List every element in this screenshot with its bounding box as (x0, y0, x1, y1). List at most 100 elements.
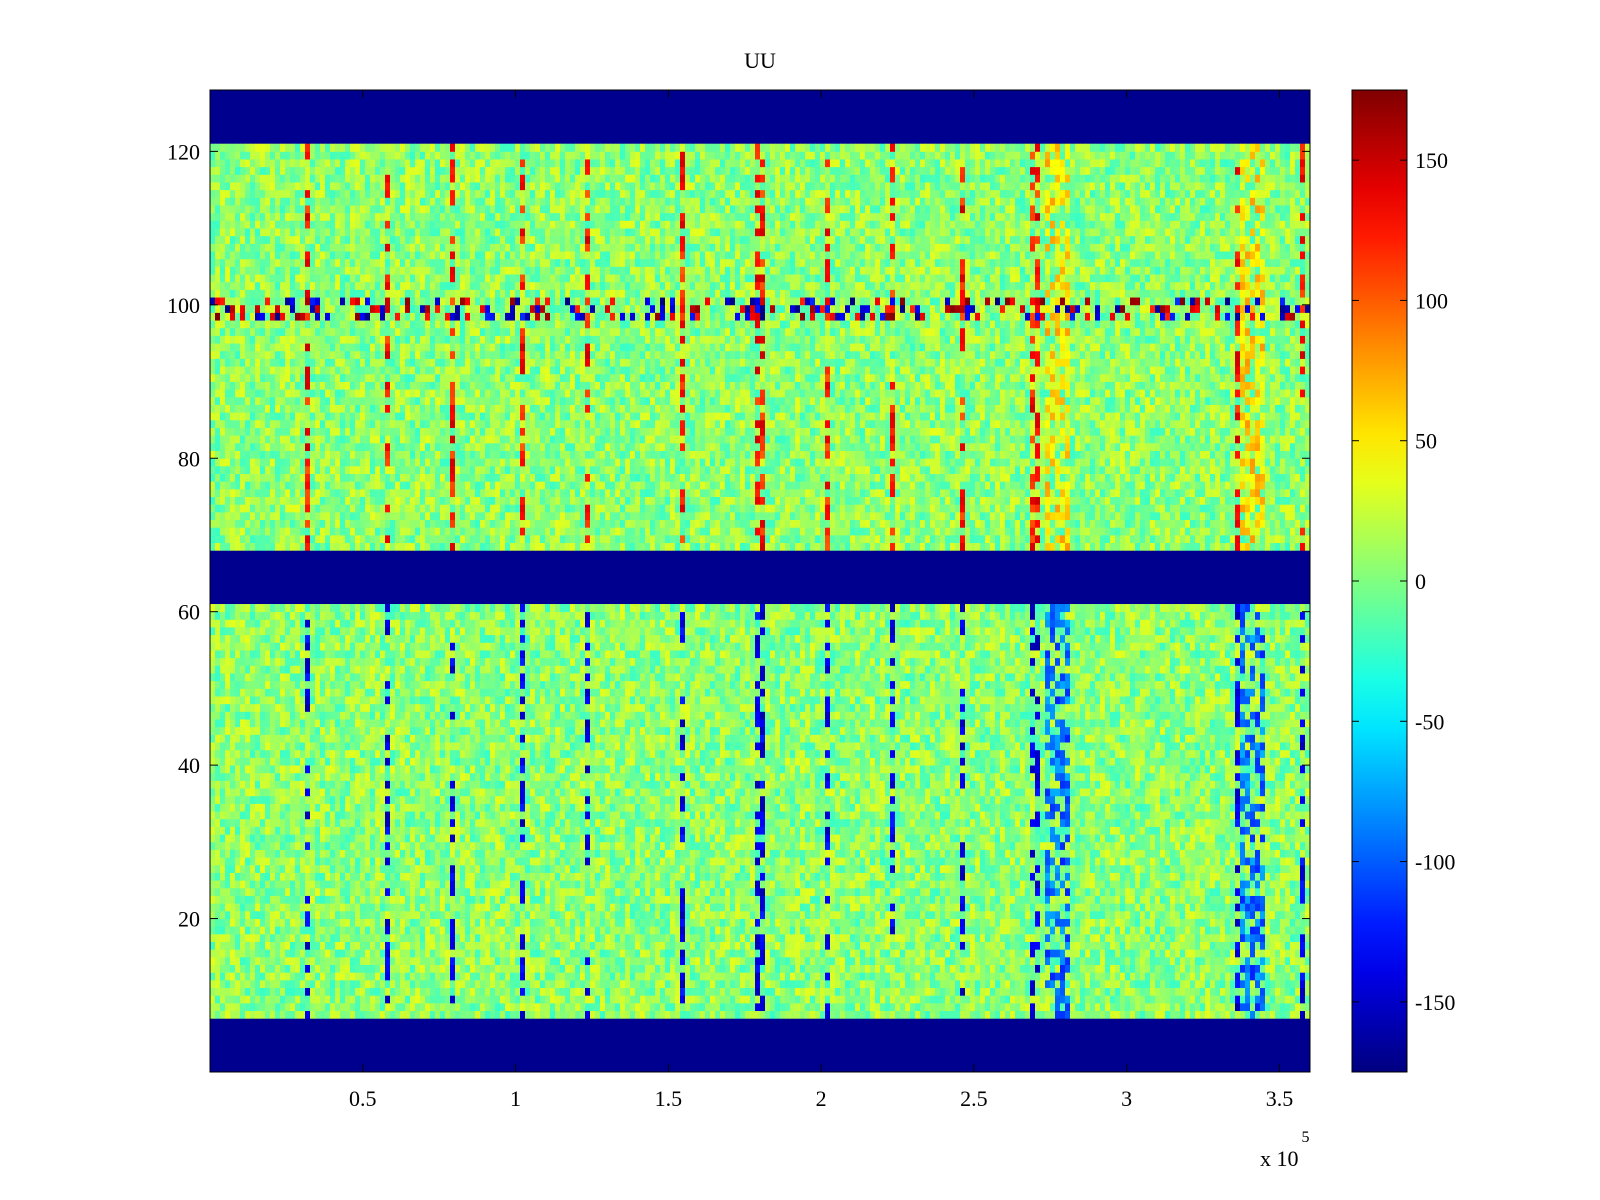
heatmap-cell (630, 980, 635, 988)
heatmap-cell (650, 988, 655, 996)
heatmap-cell (975, 1003, 980, 1011)
heatmap-cell (415, 995, 420, 1003)
heatmap-cell (900, 1011, 905, 1019)
heatmap-cell (915, 995, 920, 1003)
heatmap-cell (1170, 957, 1175, 965)
heatmap-cell (1205, 972, 1210, 980)
heatmap-cell (895, 957, 900, 965)
heatmap-cell (905, 995, 910, 1003)
heatmap-cell (505, 972, 510, 980)
heatmap-cell (940, 957, 945, 965)
heatmap-cell (915, 949, 920, 957)
heatmap-cell (245, 949, 250, 957)
heatmap-cell (545, 980, 550, 988)
heatmap-cell (445, 957, 450, 965)
heatmap-cell (340, 972, 345, 980)
heatmap-cell (1265, 1011, 1270, 1019)
heatmap-cell (1245, 988, 1250, 996)
heatmap-cell (995, 949, 1000, 957)
heatmap-cell (300, 1003, 305, 1011)
heatmap-cell (700, 1003, 705, 1011)
heatmap-cell (895, 972, 900, 980)
heatmap-cell (915, 1003, 920, 1011)
heatmap-cell (1065, 965, 1070, 973)
heatmap-cell (765, 988, 770, 996)
heatmap-cell (1240, 957, 1245, 965)
heatmap-cell (970, 995, 975, 1003)
heatmap-cell (210, 988, 215, 996)
heatmap-cell (1135, 957, 1140, 965)
heatmap-cell (655, 988, 660, 996)
heatmap-cell (420, 965, 425, 973)
heatmap-cell (855, 995, 860, 1003)
heatmap-cell (890, 1011, 895, 1019)
heatmap-cell (450, 957, 455, 965)
heatmap-cell (695, 988, 700, 996)
heatmap-cell (460, 1003, 465, 1011)
heatmap-cell (325, 980, 330, 988)
heatmap-cell (755, 965, 760, 973)
heatmap-cell (965, 1003, 970, 1011)
heatmap-cell (710, 957, 715, 965)
heatmap-cell (780, 988, 785, 996)
heatmap-cell (350, 988, 355, 996)
heatmap-cell (1190, 980, 1195, 988)
heatmap-cell (775, 972, 780, 980)
heatmap-cell (1145, 965, 1150, 973)
heatmap-cell (1250, 972, 1255, 980)
heatmap-cell (635, 1003, 640, 1011)
heatmap-cell (505, 1003, 510, 1011)
heatmap-cell (385, 1011, 390, 1019)
heatmap-cell (595, 1011, 600, 1019)
heatmap-cell (380, 1011, 385, 1019)
heatmap-cell (690, 972, 695, 980)
heatmap-cell (995, 995, 1000, 1003)
heatmap-cell (625, 965, 630, 973)
heatmap-cell (1190, 949, 1195, 957)
heatmap-cell (350, 995, 355, 1003)
heatmap-cell (420, 980, 425, 988)
heatmap-cell (775, 1003, 780, 1011)
heatmap-cell (465, 949, 470, 957)
heatmap-cell (525, 949, 530, 957)
heatmap-cell (660, 1003, 665, 1011)
heatmap-cell (275, 1003, 280, 1011)
heatmap-cell (570, 972, 575, 980)
heatmap-cell (220, 988, 225, 996)
heatmap-cell (210, 965, 215, 973)
heatmap-cell (945, 980, 950, 988)
heatmap-cell (1165, 957, 1170, 965)
heatmap-cell (1040, 965, 1045, 973)
heatmap-cell (395, 965, 400, 973)
heatmap-cell (800, 965, 805, 973)
heatmap-cell (750, 1011, 755, 1019)
heatmap-cell (330, 965, 335, 973)
heatmap-cell (830, 1011, 835, 1019)
heatmap-cell (785, 1011, 790, 1019)
heatmap-cell (1065, 1011, 1070, 1019)
heatmap-cell (460, 957, 465, 965)
heatmap-cell (755, 1003, 760, 1011)
heatmap-cell (1280, 957, 1285, 965)
heatmap-cell (870, 972, 875, 980)
heatmap-cell (350, 965, 355, 973)
heatmap-cell (675, 988, 680, 996)
heatmap-cell (360, 949, 365, 957)
heatmap-cell (840, 1003, 845, 1011)
heatmap-cell (1160, 1003, 1165, 1011)
heatmap-cell (435, 949, 440, 957)
heatmap-cell (780, 995, 785, 1003)
heatmap-cell (590, 965, 595, 973)
heatmap-cell (335, 957, 340, 965)
heatmap-cell (1250, 949, 1255, 957)
heatmap-cell (225, 995, 230, 1003)
heatmap-cell (1030, 995, 1035, 1003)
heatmap-cell (860, 995, 865, 1003)
heatmap-cell (1010, 1003, 1015, 1011)
heatmap-cell (255, 1011, 260, 1019)
heatmap-cell (645, 988, 650, 996)
heatmap-cell (280, 965, 285, 973)
heatmap-cell (1015, 980, 1020, 988)
heatmap-cell (960, 1003, 965, 1011)
heatmap-cell (520, 972, 525, 980)
